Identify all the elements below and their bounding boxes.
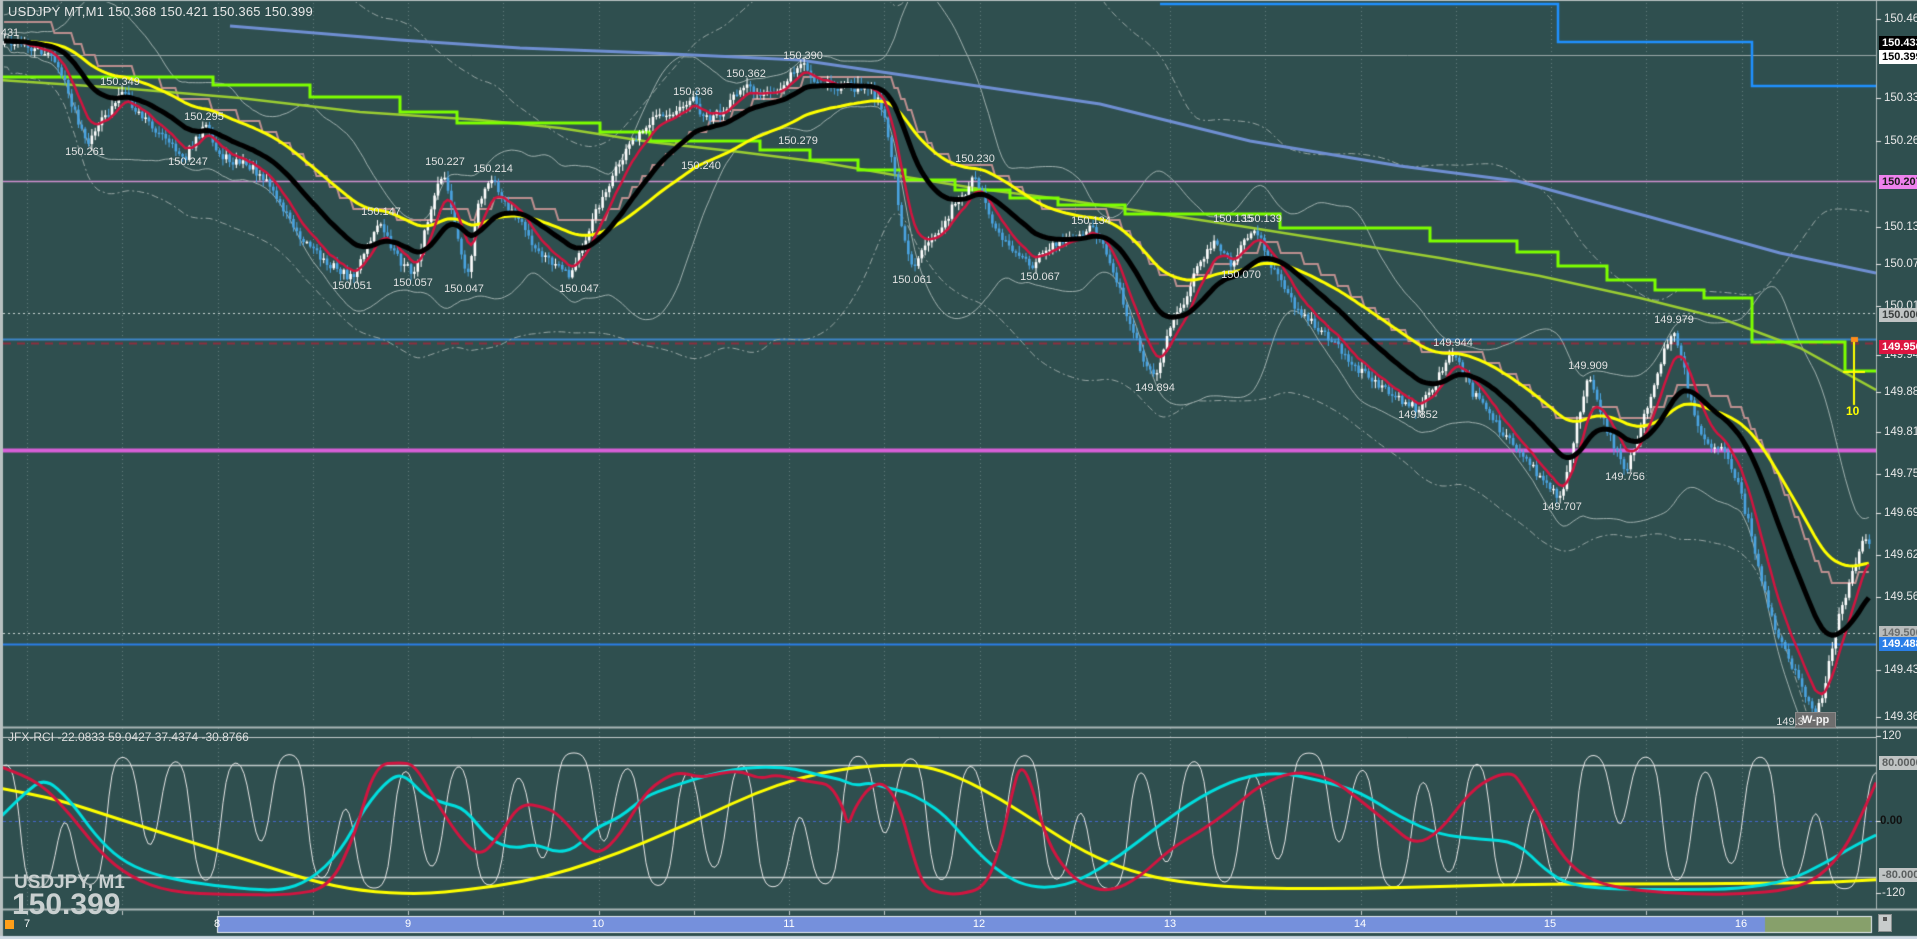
candle-price-label: 150.227 — [425, 156, 465, 168]
candle-price-label: 150.051 — [332, 280, 372, 292]
watermark-price: 150.399 — [12, 888, 121, 921]
candle-price-label: 150.047 — [444, 283, 484, 295]
price-axis-tick: 150.460 — [1884, 13, 1917, 25]
time-axis-hour[interactable]: 11 — [783, 918, 795, 930]
candle-price-label: 150.279 — [778, 135, 818, 147]
panel-axis-tick: -120 — [1882, 887, 1906, 899]
time-axis-hour[interactable]: 14 — [1353, 918, 1367, 930]
candle-price-label: 150.057 — [393, 277, 433, 289]
price-axis-badge: 150.207 — [1879, 175, 1917, 189]
price-axis-badge: 149.488 — [1879, 637, 1917, 651]
candle-price-label: 149.894 — [1135, 382, 1175, 394]
scroll-start-marker[interactable] — [5, 920, 14, 929]
chart-title: USDJPY MT,M1 150.368 150.421 150.365 150… — [8, 4, 313, 19]
candle-price-label: 150.135 — [1213, 213, 1253, 225]
candle-price-label: 150.247 — [168, 156, 208, 168]
candle-price-label: 150.295 — [184, 111, 224, 123]
candle-price-label: 431 — [0, 27, 20, 39]
candle-price-label: 150.230 — [955, 153, 995, 165]
axis-corner-widget[interactable] — [1878, 914, 1892, 932]
candle-price-label: 150.214 — [473, 163, 513, 175]
price-axis-tick: 149.880 — [1884, 386, 1917, 398]
price-axis-badge: 150.433 — [1879, 36, 1917, 50]
candle-price-label: 149.944 — [1433, 337, 1473, 349]
price-axis-tick: 150.330 — [1884, 92, 1917, 104]
price-axis-tick: 149.560 — [1884, 591, 1917, 603]
time-axis-hour[interactable]: 16 — [1734, 918, 1748, 930]
price-axis-tick: 149.430 — [1884, 664, 1917, 676]
candle-price-label: 150.070 — [1221, 269, 1261, 281]
candle-price-label: 150.067 — [1020, 271, 1060, 283]
price-axis-tick: 150.265 — [1884, 135, 1917, 147]
time-axis-hour[interactable]: 9 — [404, 918, 412, 930]
price-axis-tick: 150.135 — [1884, 221, 1917, 233]
price-axis-badge: 150.399 — [1879, 50, 1917, 64]
time-axis-hour[interactable]: 7 — [23, 918, 31, 930]
time-axis-hour[interactable]: 12 — [972, 918, 986, 930]
watermark-symbol: USDJPY, M1 — [14, 872, 125, 893]
price-axis-badge: 150.000 — [1879, 308, 1917, 322]
indicator-title: JFX-RCI -22.0833 59.0427 37.4374 -30.876… — [8, 730, 249, 744]
price-axis-tick: 149.625 — [1884, 549, 1917, 561]
widget-dot-icon — [1883, 917, 1887, 921]
panel-zero-label: 0.00 — [1880, 815, 1903, 827]
candle-price-label: 150.047 — [559, 283, 599, 295]
candle-price-label: 149.756 — [1605, 471, 1645, 483]
candle-price-label: 150.061 — [892, 274, 932, 286]
candle-price-label: 150.362 — [726, 68, 766, 80]
candle-price-label: 150.147 — [361, 206, 401, 218]
candle-price-label: 150.336 — [673, 86, 713, 98]
candle-price-label: 149.3 — [1776, 716, 1804, 728]
candle-price-label: 150.349 — [100, 76, 140, 88]
candle-price-label: 149.852 — [1398, 409, 1438, 421]
panel-axis-tick: 120 — [1882, 730, 1902, 742]
candle-price-label: 149.979 — [1654, 314, 1694, 326]
candle-price-label: 150.261 — [65, 146, 105, 158]
price-axis-tick: 150.075 — [1884, 258, 1917, 270]
candle-price-label: 150.139 — [1242, 213, 1282, 225]
time-axis-hour[interactable]: 10 — [591, 918, 605, 930]
candle-price-label: 150.134 — [1071, 215, 1111, 227]
time-axis-hour[interactable]: 8 — [213, 918, 221, 930]
price-axis-tick: 149.815 — [1884, 426, 1917, 438]
time-axis-hour[interactable]: 15 — [1543, 918, 1557, 930]
price-axis-badge: 149.500 — [1879, 626, 1917, 640]
price-axis-tick: 149.365 — [1884, 711, 1917, 723]
candle-price-label: 150.390 — [783, 50, 823, 62]
weekly-pivot-badge[interactable]: W-pp — [1795, 712, 1837, 728]
ruler-pips-label: 10 — [1846, 404, 1860, 418]
candle-price-label: 149.707 — [1542, 501, 1582, 513]
candle-price-label: 149.909 — [1568, 360, 1608, 372]
price-axis-badge: 149.956 — [1879, 340, 1917, 354]
price-axis-tick: 149.690 — [1884, 507, 1917, 519]
candle-price-label: 150.240 — [681, 160, 721, 172]
time-axis-hour[interactable]: 13 — [1163, 918, 1177, 930]
price-axis-tick: 149.750 — [1884, 468, 1917, 480]
